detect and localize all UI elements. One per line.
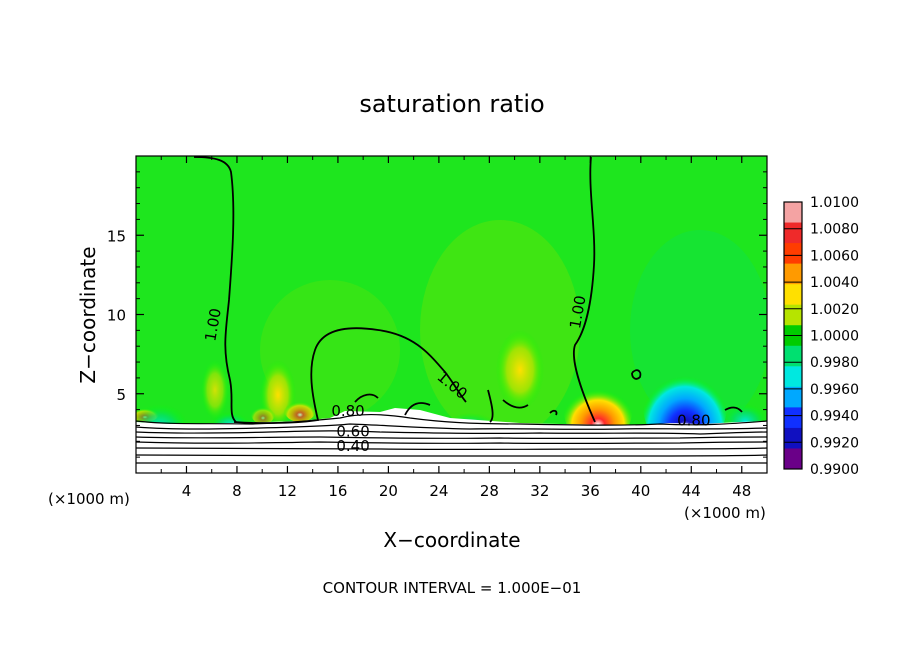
x-tick-label: 4 xyxy=(182,482,192,500)
colorbar-label: 0.9940 xyxy=(810,409,859,425)
colorbar-swatch xyxy=(784,427,802,449)
y-tick-label: 15 xyxy=(107,227,126,245)
y-axis: 5 10 15 xyxy=(107,171,767,458)
chart-title: saturation ratio xyxy=(359,90,544,118)
contour-field xyxy=(136,156,767,473)
contour-interval-note: CONTOUR INTERVAL = 1.000E−01 xyxy=(323,579,582,597)
colorbar-label: 0.9980 xyxy=(810,355,859,371)
x-tick-label: 16 xyxy=(328,482,347,500)
colorbar-swatch xyxy=(784,284,802,306)
lower-contours xyxy=(136,414,767,464)
contour-label: 0.40 xyxy=(336,437,369,455)
colorbar: 1.0100 1.0080 1.0060 1.0040 1.0020 1.0000 0.99… xyxy=(783,195,859,478)
x-tick-label: 12 xyxy=(278,482,297,500)
colorbar-swatch xyxy=(784,407,802,429)
x-tick-label: 48 xyxy=(732,482,751,500)
colorbar-label: 0.9960 xyxy=(810,382,859,398)
colorbar-label: 1.0000 xyxy=(810,329,859,345)
y-tick-label: 10 xyxy=(107,307,126,325)
colorbar-label: 1.0100 xyxy=(810,195,859,211)
colorbar-swatch xyxy=(784,263,802,285)
colorbar-label: 1.0060 xyxy=(810,248,859,264)
x-axis-label: X−coordinate xyxy=(383,528,520,552)
x-tick-label: 32 xyxy=(530,482,549,500)
colorbar-swatch xyxy=(784,386,802,408)
colorbar-swatch xyxy=(784,345,802,367)
colorbar-label: 0.9900 xyxy=(810,462,859,478)
x-axis: 4 8 12 16 20 24 28 32 36 40 44 48 xyxy=(160,156,751,500)
colorbar-label: 1.0080 xyxy=(810,222,859,238)
contour-label: 1.00 xyxy=(566,294,590,330)
x-tick-label: 36 xyxy=(581,482,600,500)
contour-label: 0.80 xyxy=(331,402,364,420)
contour-label: 0.80 xyxy=(677,411,710,429)
contour-label: 0.60 xyxy=(336,423,369,441)
colorbar-swatch xyxy=(784,448,802,470)
x-unit-label-right: (×1000 m) xyxy=(684,504,766,522)
x-tick-label: 44 xyxy=(682,482,701,500)
y-axis-label: Z−coordinate xyxy=(76,246,100,383)
colorbar-label: 1.0040 xyxy=(810,275,859,291)
x-tick-label: 8 xyxy=(232,482,242,500)
colorbar-swatch xyxy=(784,222,802,244)
x-tick-label: 20 xyxy=(379,482,398,500)
colorbar-swatch xyxy=(784,243,802,265)
colorbar-swatch xyxy=(784,304,802,326)
colorbar-swatch xyxy=(784,202,802,224)
colorbar-swatch xyxy=(784,366,802,388)
x-unit-label-left: (×1000 m) xyxy=(48,490,130,508)
x-tick-label: 40 xyxy=(631,482,650,500)
y-tick-label: 5 xyxy=(116,386,126,404)
x-tick-label: 24 xyxy=(429,482,448,500)
colorbar-label: 0.9920 xyxy=(810,435,859,451)
colorbar-label: 1.0020 xyxy=(810,302,859,318)
contour-label: 1.00 xyxy=(201,307,225,343)
x-tick-label: 28 xyxy=(480,482,499,500)
